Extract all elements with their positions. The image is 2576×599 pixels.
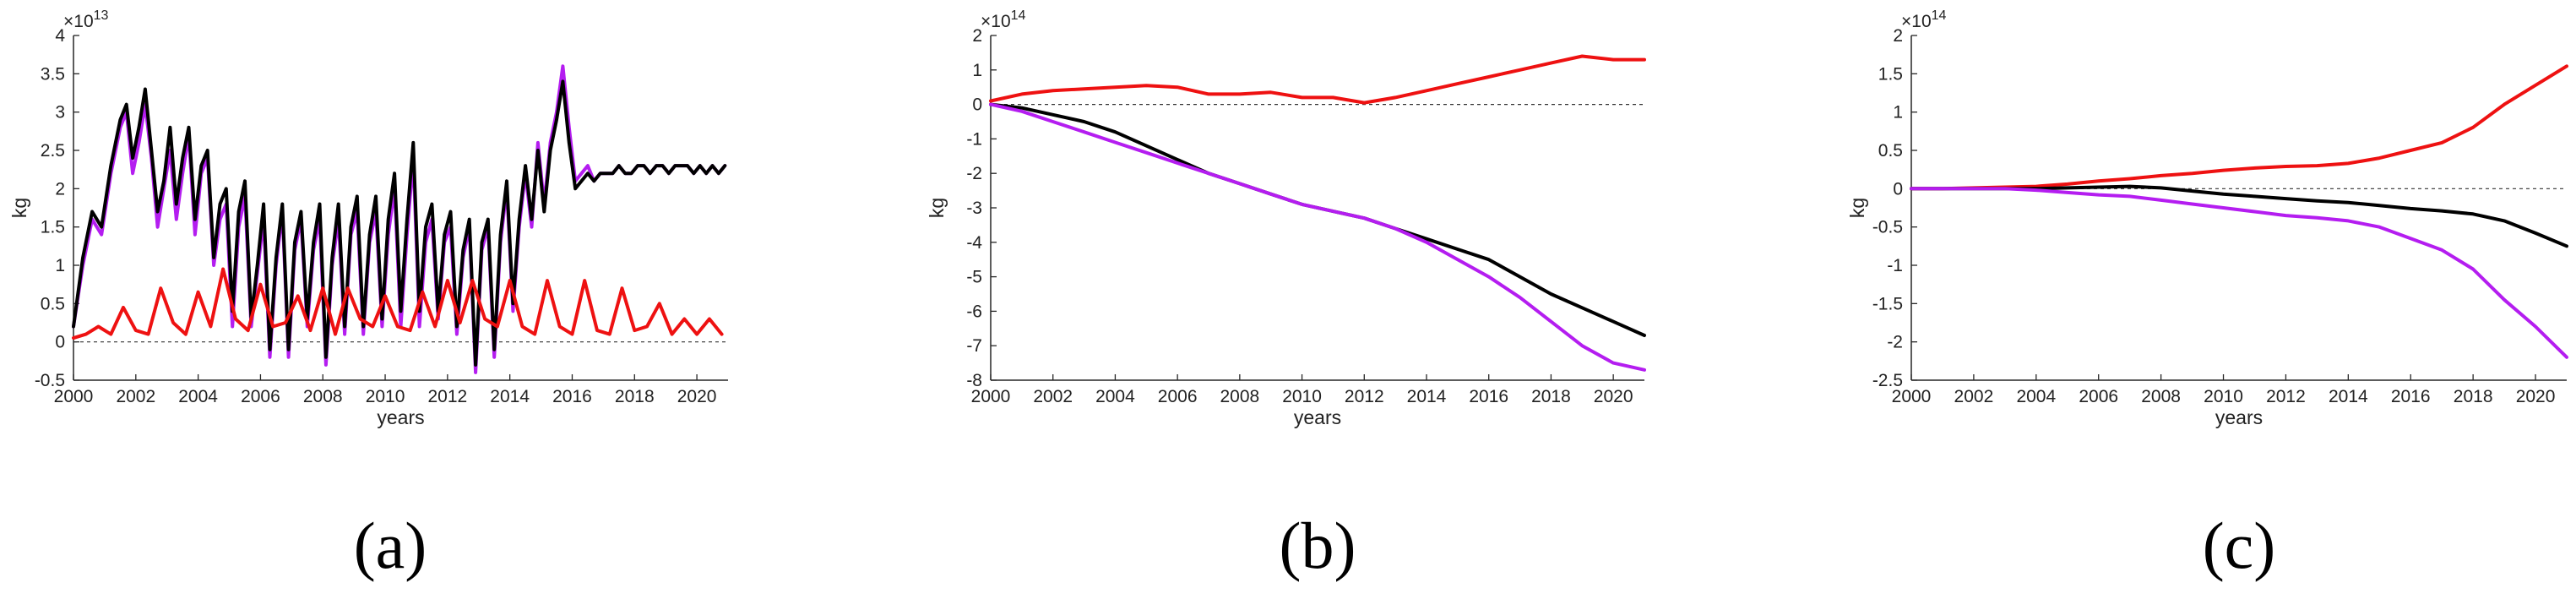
y-tick-label: -8 [966,371,982,390]
y-tick-label: 1.5 [1878,64,1903,84]
series-line-purple [989,102,1646,372]
x-tick-label: 2020 [1594,387,1633,406]
x-tick-label: 2018 [1531,387,1571,406]
y-tick-label: 2 [972,26,982,46]
x-tick-label: 2018 [2454,387,2493,406]
x-tick-label: 2006 [1158,387,1198,406]
chart-panel-2: -8 -7 -6 -5 -4 -3 -2 -1 0 1 2 2000 2002 2004 2006 2008 2… [926,8,1646,582]
y-axis-label: kg [1846,198,1868,218]
exponent-power: 14 [1011,8,1026,23]
x-tick-label: 2012 [427,387,467,406]
x-tick-label: 2014 [1407,387,1447,406]
x-tick-label: 2000 [971,387,1011,406]
x-tick-label: 2008 [1220,387,1259,406]
x-tick-label: 2012 [2266,387,2306,406]
x-tick-label: 2014 [2329,387,2368,406]
x-tick-label: 2002 [1954,387,1994,406]
x-tick-label: 2016 [1469,387,1508,406]
x-tick-label: 2006 [2079,387,2118,406]
exponent-power: 14 [1932,8,1947,23]
y-tick-label: -2 [1887,333,1903,352]
series-line-red [72,267,724,340]
y-tick-label: -6 [966,302,982,321]
y-tick-label: 0.5 [41,294,65,313]
x-tick-label: 2000 [1892,387,1932,406]
series-line-black [1910,184,2568,248]
y-tick-label: -4 [966,233,982,253]
y-tick-label: -1 [966,129,982,149]
y-axis-label: kg [8,198,30,218]
y-tick-label: -5 [966,268,982,287]
x-axis-label: years [1294,406,1341,428]
chart-panel-3: -2.5 -2 -1.5 -1 -0.5 0 0.5 1 1.5 2 2000 2002 2004 200… [1846,8,2568,582]
y-tick-label: 0.5 [1878,141,1903,161]
x-tick-label: 2016 [2391,387,2431,406]
x-tick-label: 2014 [490,387,530,406]
x-tick-label: 2010 [2204,387,2243,406]
y-tick-label: 1 [972,61,982,80]
x-tick-label: 2020 [2516,387,2556,406]
y-tick-label: 0 [55,333,65,352]
exponent-base: ×10 [63,12,94,31]
exponent-base: ×10 [1901,12,1932,31]
y-tick-label: -1.5 [1872,294,1903,313]
x-tick-label: 2002 [116,387,155,406]
y-tick-label: -0.5 [1872,218,1903,237]
y-tick-label: -2.5 [1872,371,1903,390]
x-tick-label: 2000 [54,387,94,406]
series-line-black [989,102,1646,337]
x-tick-label: 2004 [1095,387,1135,406]
y-tick-label: 3.5 [41,64,65,84]
axis-exponent: ×1014 [1901,8,1947,31]
series-line-red [1910,64,2568,191]
x-tick-label: 2010 [1282,387,1322,406]
y-tick-label: 1 [55,256,65,275]
y-axis-label: kg [926,198,948,218]
y-tick-label: 2 [1893,26,1903,46]
x-tick-label: 2016 [552,387,592,406]
y-tick-label: 2 [55,179,65,199]
y-tick-label: 0 [1893,179,1903,199]
series-line-black [72,79,727,367]
x-tick-label: 2012 [1345,387,1384,406]
x-tick-label: 2002 [1033,387,1073,406]
x-tick-label: 2010 [366,387,405,406]
panel-label: (a) [354,509,427,582]
y-tick-label: 3 [55,103,65,123]
panel-label: (c) [2203,509,2276,582]
y-tick-label: 4 [55,26,65,46]
y-tick-label: -1 [1887,256,1903,275]
y-tick-label: 0 [972,95,982,115]
x-tick-label: 2008 [303,387,343,406]
chart-panel-1: -0.5 0 0.5 1 1.5 2 2.5 3 3.5 4 2000 2002 2004 2006 200… [8,8,728,582]
exponent-base: ×10 [981,12,1011,31]
x-axis-label: years [377,406,424,428]
y-tick-label: -2 [966,164,982,183]
panel-label: (b) [1280,509,1356,582]
y-tick-label: -7 [966,336,982,356]
exponent-power: 13 [94,8,109,23]
y-tick-label: 2.5 [41,141,65,161]
x-tick-label: 2004 [2016,387,2056,406]
axis-exponent: ×1014 [981,8,1026,31]
x-axis-label: years [2215,406,2263,428]
y-tick-label: 1.5 [41,218,65,237]
y-tick-label: -0.5 [35,371,65,390]
axis-exponent: ×1013 [63,8,109,31]
series-line-red [989,54,1646,105]
y-tick-label: -3 [966,199,982,218]
x-tick-label: 2004 [178,387,218,406]
x-tick-label: 2020 [677,387,717,406]
x-tick-label: 2018 [615,387,655,406]
x-tick-label: 2006 [241,387,280,406]
x-tick-label: 2008 [2141,387,2181,406]
y-tick-label: 1 [1893,103,1903,123]
series-line-purple [1910,187,2568,359]
